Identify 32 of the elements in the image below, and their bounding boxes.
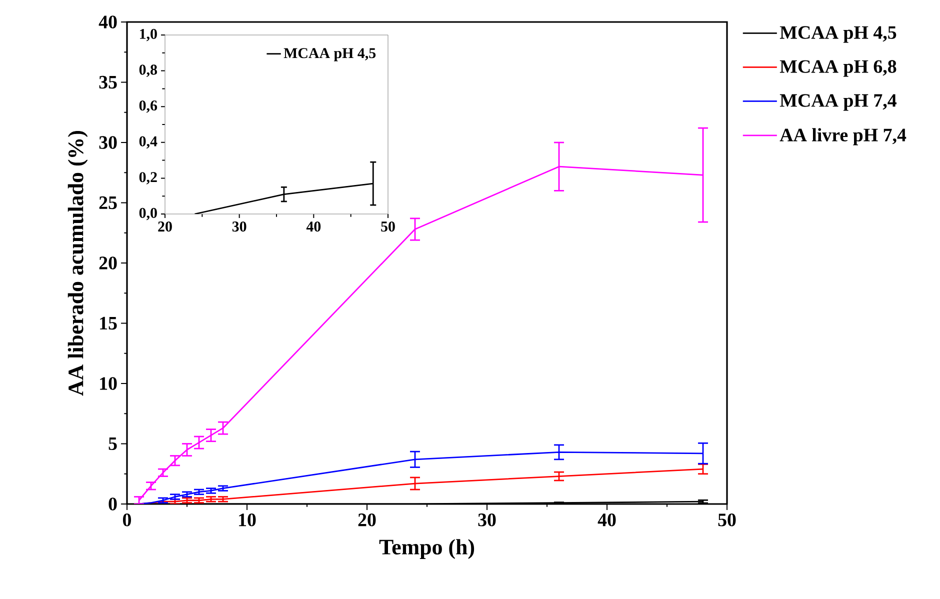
y-tick-label: 0,2 xyxy=(139,172,157,184)
y-tick-label: 0,4 xyxy=(139,136,158,149)
y-tick-label: 1,0 xyxy=(140,28,157,42)
legend-label: AA livre pH 7,4 xyxy=(780,128,906,146)
x-axis-title: Tempo (h) xyxy=(379,539,474,559)
x-tick-label: 50 xyxy=(718,514,736,526)
y-tick-label: 5 xyxy=(108,437,117,450)
x-tick-label: 40 xyxy=(598,514,616,526)
y-tick-label: 25 xyxy=(99,196,117,210)
legend-label: MCAA pH 7,4 xyxy=(780,94,896,111)
y-tick-label: 0,0 xyxy=(139,208,157,220)
y-tick-label: 35 xyxy=(99,76,117,89)
y-axis-title: AA liberado acumulado (%) xyxy=(68,130,88,396)
x-tick-label: 10 xyxy=(239,514,256,526)
legend-label: MCAA pH 4,5 xyxy=(284,48,376,62)
x-tick-label: 30 xyxy=(232,222,246,232)
x-tick-label: 0 xyxy=(122,514,132,526)
y-tick-label: 10 xyxy=(100,377,117,390)
y-tick-label: 40 xyxy=(98,16,117,28)
y-tick-label: 20 xyxy=(99,256,117,270)
y-tick-label: 0,6 xyxy=(139,100,158,113)
y-tick-label: 15 xyxy=(100,316,117,330)
x-tick-label: 30 xyxy=(478,514,496,526)
x-tick-label: 20 xyxy=(158,222,172,232)
x-tick-label: 50 xyxy=(381,222,395,232)
y-tick-label: 30 xyxy=(99,136,117,149)
legend-label: MCAA pH 6,8 xyxy=(780,60,896,77)
y-tick-label: 0 xyxy=(108,498,117,510)
x-tick-label: 20 xyxy=(358,514,376,526)
y-tick-label: 0,8 xyxy=(139,64,157,77)
legend-label: MCAA pH 4,5 xyxy=(780,26,896,43)
x-tick-label: 40 xyxy=(306,222,321,232)
